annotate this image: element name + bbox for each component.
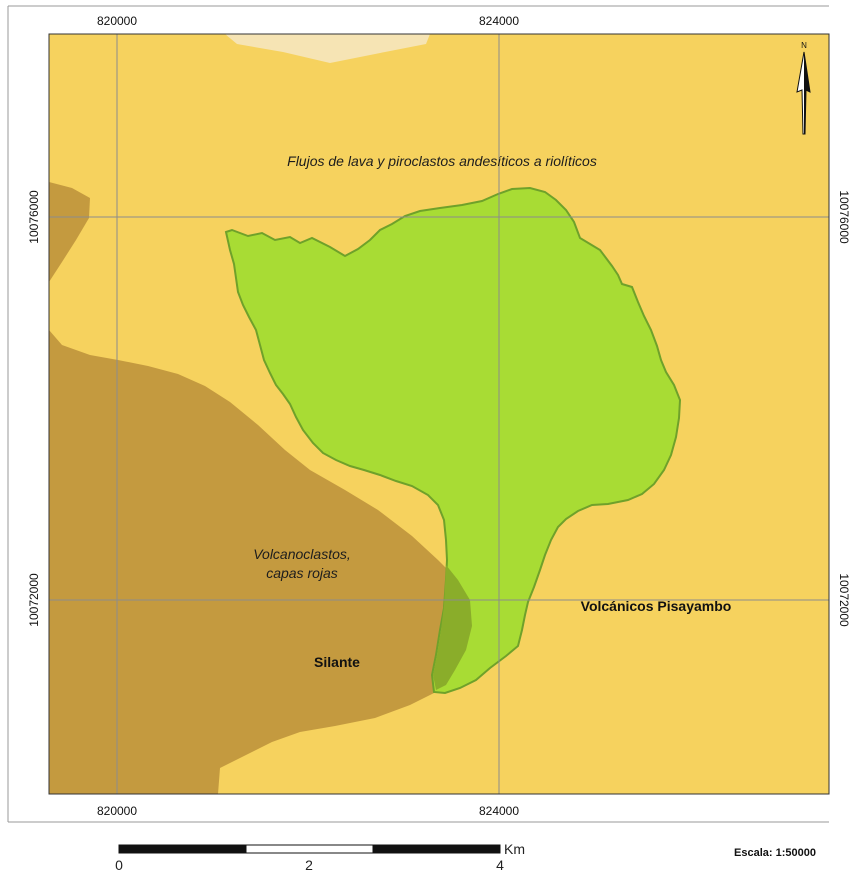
scalebar-tick-0: 0: [115, 857, 123, 873]
scalebar-seg-1: [118, 844, 247, 854]
coord-bottom-824000: 824000: [479, 804, 519, 818]
label-pisayambo: Volcánicos Pisayambo: [581, 598, 732, 614]
grid-lines: [49, 34, 829, 794]
map-body: Flujos de lava y piroclastos andesíticos…: [49, 34, 829, 794]
coord-left-10076000: 10076000: [27, 190, 41, 244]
scale-bar: 0 2 4 Km: [115, 841, 525, 873]
label-volcanoclastos-line1: Volcanoclastos,: [253, 546, 351, 562]
coord-right-10072000: 10072000: [837, 573, 851, 627]
scalebar-tick-4: 4: [496, 857, 504, 873]
coord-right-10076000: 10076000: [837, 190, 851, 244]
coord-top-820000: 820000: [97, 14, 137, 28]
scalebar-unit: Km: [504, 841, 525, 857]
unit-overlap: [433, 565, 472, 690]
coord-top-824000: 824000: [479, 14, 519, 28]
label-volcanoclastos-line2: capas rojas: [266, 565, 338, 581]
label-flujos: Flujos de lava y piroclastos andesíticos…: [287, 153, 597, 169]
map-frame: [48, 33, 830, 795]
unit-volcanoclastos-upper: [49, 182, 90, 282]
coord-left-10072000: 10072000: [27, 573, 41, 627]
scalebar-tick-2: 2: [305, 857, 313, 873]
unit-top-light: [225, 34, 430, 63]
scalebar-seg-2: [245, 844, 374, 854]
unit-intrusion: [224, 186, 682, 695]
north-arrow-icon: N: [796, 41, 811, 135]
scale-text: Escala: 1:50000: [734, 847, 816, 859]
north-letter: N: [801, 41, 807, 50]
unit-volcanoclastos: [49, 330, 472, 794]
coord-bottom-820000: 820000: [97, 804, 137, 818]
scalebar-seg-3: [372, 844, 501, 854]
label-silante: Silante: [314, 654, 360, 670]
